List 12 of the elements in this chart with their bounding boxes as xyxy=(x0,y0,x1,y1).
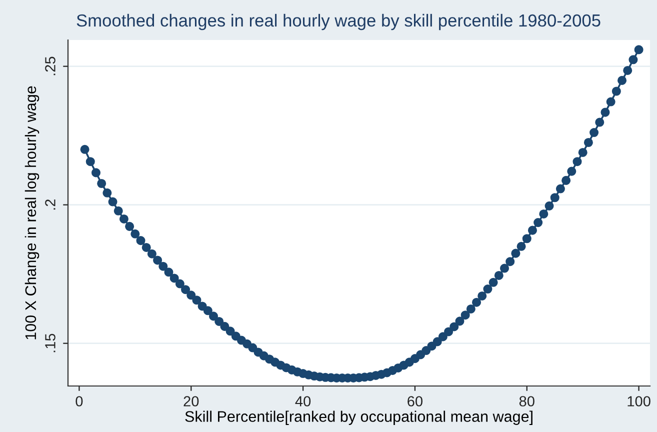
chart-title: Smoothed changes in real hourly wage by skill percentile 1980-2005 xyxy=(76,14,600,30)
x-tick-label: 80 xyxy=(519,396,534,406)
x-tick-label: 20 xyxy=(184,396,199,406)
x-tick-label: 40 xyxy=(295,396,311,406)
x-tick-label: 0 xyxy=(76,396,83,406)
y-tick-label: .25 xyxy=(45,56,56,76)
y-tick-label: .2 xyxy=(45,199,56,210)
x-tick-label: 100 xyxy=(628,396,650,406)
y-axis-title: 100 X Change in real log hourly wage xyxy=(24,86,40,340)
x-tick-label: 60 xyxy=(408,396,422,406)
x-axis-title: Skill Percentile[ranked by occupational mean wage] xyxy=(185,410,532,425)
y-tick-label: .15 xyxy=(45,334,56,352)
